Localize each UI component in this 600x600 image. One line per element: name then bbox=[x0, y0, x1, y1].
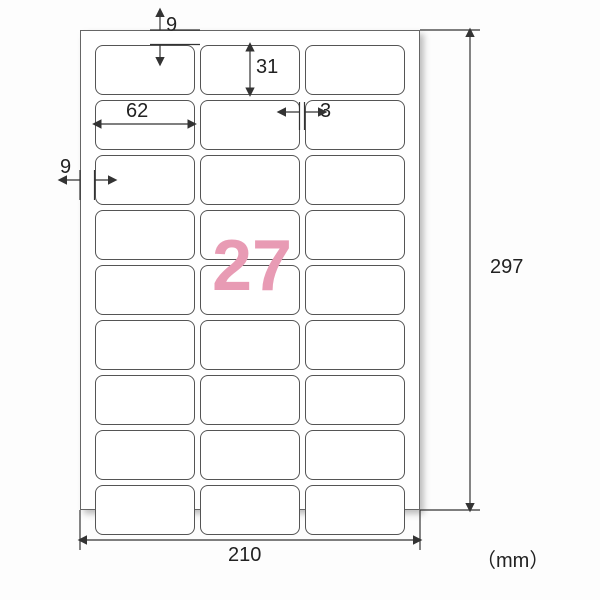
dim-cell-width: 62 bbox=[126, 100, 148, 123]
label-cell bbox=[95, 485, 195, 535]
label-cell bbox=[200, 100, 300, 150]
label-cell bbox=[95, 320, 195, 370]
dim-col-gap: 3 bbox=[320, 100, 331, 123]
label-cell bbox=[95, 430, 195, 480]
label-count: 27 bbox=[212, 230, 292, 302]
label-cell bbox=[305, 45, 405, 95]
label-cell bbox=[305, 210, 405, 260]
label-cell bbox=[200, 485, 300, 535]
label-cell bbox=[305, 430, 405, 480]
dim-top-margin: 9 bbox=[166, 14, 177, 37]
label-cell bbox=[95, 155, 195, 205]
label-cell bbox=[200, 375, 300, 425]
label-cell bbox=[200, 320, 300, 370]
label-cell bbox=[95, 375, 195, 425]
dim-sheet-width: 210 bbox=[228, 544, 261, 567]
dim-cell-height: 31 bbox=[256, 56, 278, 79]
label-cell bbox=[305, 265, 405, 315]
label-cell bbox=[305, 485, 405, 535]
label-cell bbox=[305, 320, 405, 370]
label-cell bbox=[305, 155, 405, 205]
label-cell bbox=[95, 265, 195, 315]
dim-unit: （mm） bbox=[476, 544, 549, 573]
label-cell bbox=[305, 375, 405, 425]
label-cell bbox=[200, 430, 300, 480]
dim-left-margin: 9 bbox=[60, 156, 71, 179]
label-cell bbox=[95, 45, 195, 95]
label-cell bbox=[200, 155, 300, 205]
dim-sheet-height: 297 bbox=[490, 256, 523, 279]
label-sheet-diagram: 27 9 31 62 3 9 297 210 （mm） bbox=[0, 0, 600, 600]
label-cell bbox=[95, 210, 195, 260]
label-cell bbox=[200, 45, 300, 95]
